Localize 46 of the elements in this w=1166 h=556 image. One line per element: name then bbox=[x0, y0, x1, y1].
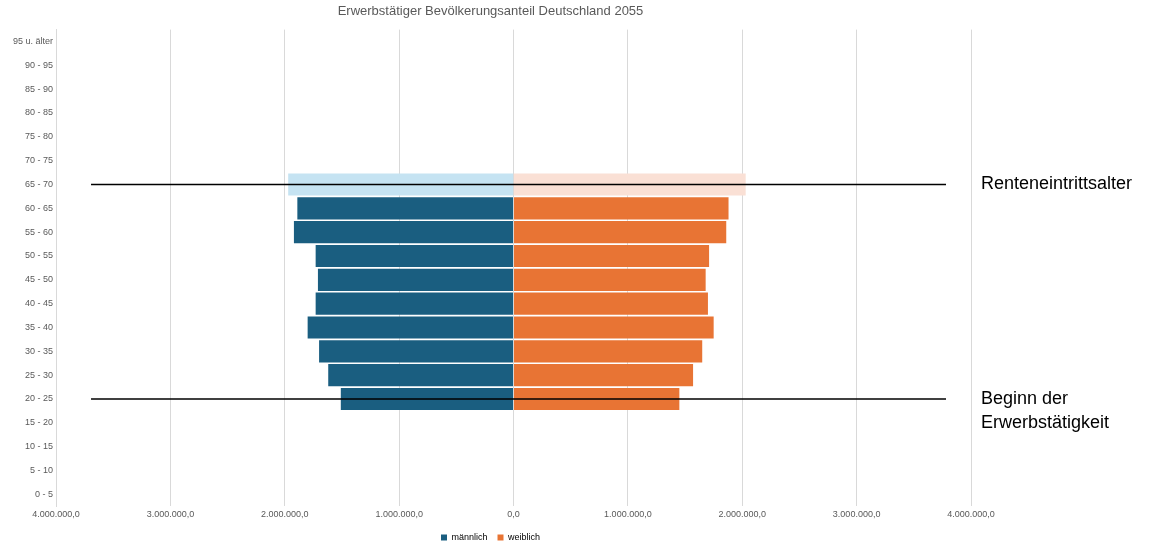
y-tick-label: 70 - 75 bbox=[24, 155, 54, 166]
y-tick-label: 55 - 60 bbox=[24, 226, 54, 237]
bar bbox=[514, 364, 694, 387]
bar bbox=[315, 244, 514, 268]
x-tick-label: 4.000.000,0 bbox=[32, 509, 80, 520]
bar bbox=[514, 197, 729, 220]
bar bbox=[288, 173, 514, 196]
x-tick-label: 3.000.000,0 bbox=[832, 509, 881, 520]
x-tick-label: 3.000.000,0 bbox=[146, 509, 195, 520]
ref-line-label: Renteneintrittsalter bbox=[981, 173, 1133, 194]
bar bbox=[514, 173, 746, 196]
legend-label: männlich bbox=[451, 531, 488, 542]
legend-label: weiblich bbox=[507, 531, 541, 542]
chart-title: Erwerbstätiger Bevölkerungsanteil Deutschland 2055 bbox=[337, 3, 644, 19]
x-tick-label: 1.000.000,0 bbox=[604, 509, 652, 520]
bar bbox=[293, 221, 514, 244]
y-tick-label: 35 - 40 bbox=[24, 321, 54, 332]
y-tick-label: 80 - 85 bbox=[24, 107, 54, 118]
y-tick-label: 50 - 55 bbox=[24, 250, 54, 261]
y-tick-label: 15 - 20 bbox=[24, 417, 54, 428]
y-tick-label: 65 - 70 bbox=[24, 178, 54, 189]
x-tick-label: 0,0 bbox=[507, 509, 520, 520]
bar bbox=[514, 268, 706, 291]
y-tick-label: 60 - 65 bbox=[24, 202, 54, 213]
y-tick-label: 85 - 90 bbox=[24, 83, 54, 94]
bar bbox=[297, 197, 514, 220]
x-tick-label: 2.000.000,0 bbox=[718, 509, 767, 520]
y-tick-label: 75 - 80 bbox=[24, 131, 54, 142]
y-tick-label: 0 - 5 bbox=[35, 488, 54, 499]
y-tick-label: 5 - 10 bbox=[30, 464, 54, 475]
bar bbox=[514, 221, 727, 244]
y-tick-label: 10 - 15 bbox=[24, 441, 54, 452]
x-tick-label: 1.000.000,0 bbox=[375, 509, 423, 520]
ref-line-label: Beginn der Erwerbstätigkeit bbox=[981, 387, 1110, 432]
y-tick-label: 40 - 45 bbox=[24, 298, 54, 309]
x-tick-label: 2.000.000,0 bbox=[261, 509, 309, 520]
y-tick-label: 30 - 35 bbox=[24, 345, 54, 356]
bar bbox=[514, 244, 710, 268]
bar bbox=[328, 364, 514, 387]
y-tick-label: 25 - 30 bbox=[24, 369, 54, 380]
y-tick-label: 45 - 50 bbox=[24, 274, 54, 285]
y-tick-label: 20 - 25 bbox=[24, 393, 54, 404]
x-tick-label: 4.000.000,0 bbox=[947, 509, 995, 520]
y-tick-label: 90 - 95 bbox=[24, 59, 54, 70]
y-tick-label: 95 u. älter bbox=[12, 36, 54, 46]
bar bbox=[317, 268, 514, 291]
